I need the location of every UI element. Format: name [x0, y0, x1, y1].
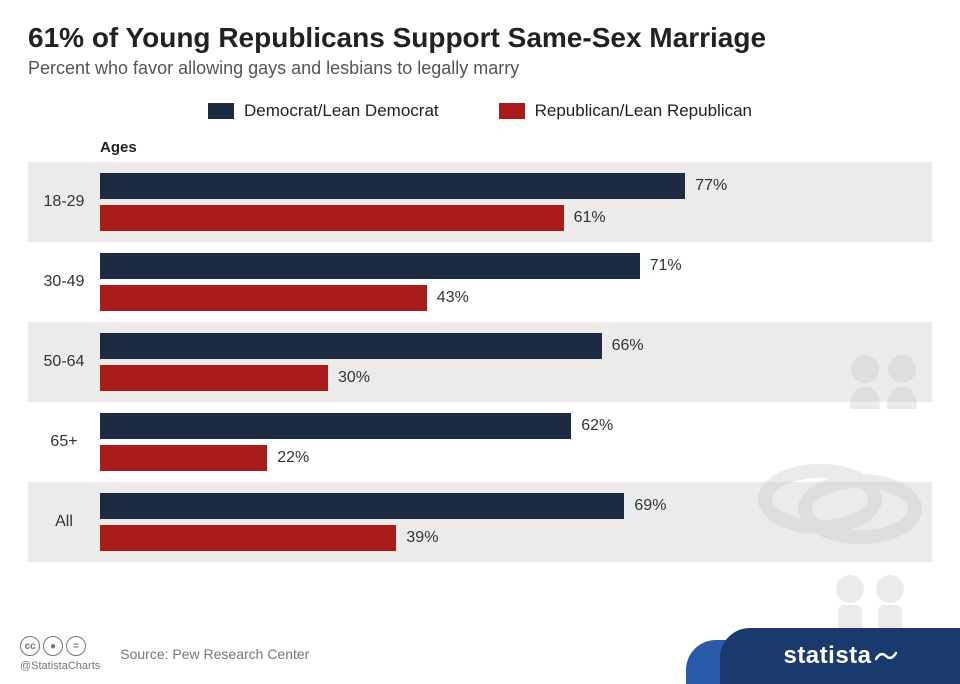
- bar-democrat: [100, 173, 685, 199]
- cc-icon: cc: [20, 636, 40, 656]
- percent-sign: %: [667, 257, 681, 275]
- chart-subtitle: Percent who favor allowing gays and lesb…: [28, 58, 932, 79]
- percent-sign: %: [629, 337, 643, 355]
- percent-sign: %: [713, 177, 727, 195]
- percent-sign: %: [599, 417, 613, 435]
- bar-value-label: 22: [277, 449, 295, 467]
- legend: Democrat/Lean Democrat Republican/Lean R…: [0, 87, 960, 139]
- bar-value-label: 43: [437, 289, 455, 307]
- axis-label: Ages: [100, 139, 932, 156]
- age-group-row: 18-2977%61%: [28, 162, 932, 242]
- bar-democrat: [100, 333, 602, 359]
- bar-row: 22%: [100, 445, 932, 471]
- license-block: cc ● = @StatistaCharts: [20, 636, 100, 672]
- bar-row: 71%: [100, 253, 932, 279]
- percent-sign: %: [356, 369, 370, 387]
- bar-value-label: 39: [406, 529, 424, 547]
- percent-sign: %: [591, 209, 605, 227]
- bar-value-label: 62: [581, 417, 599, 435]
- bar-row: 77%: [100, 173, 932, 199]
- age-group-row: 30-4971%43%: [28, 242, 932, 322]
- bars-container: 62%22%: [100, 403, 932, 481]
- bar-republican: [100, 205, 564, 231]
- bar-row: 30%: [100, 365, 932, 391]
- bar-democrat: [100, 413, 571, 439]
- bar-value-label: 69: [634, 497, 652, 515]
- age-group-row: 50-6466%30%: [28, 322, 932, 402]
- bar-row: 43%: [100, 285, 932, 311]
- legend-swatch-democrat: [208, 103, 234, 119]
- bar-democrat: [100, 253, 640, 279]
- percent-sign: %: [455, 289, 469, 307]
- percent-sign: %: [295, 449, 309, 467]
- bars-container: 66%30%: [100, 323, 932, 401]
- bar-row: 39%: [100, 525, 932, 551]
- bars-container: 71%43%: [100, 243, 932, 321]
- bar-democrat: [100, 493, 624, 519]
- statista-logo-text: statista: [783, 642, 871, 670]
- source-label: Source:: [120, 646, 168, 662]
- age-label: All: [28, 513, 100, 531]
- age-group-row: 65+62%22%: [28, 402, 932, 482]
- age-label: 65+: [28, 433, 100, 451]
- source-text: Source: Pew Research Center: [120, 646, 309, 662]
- bar-value-label: 77: [695, 177, 713, 195]
- legend-swatch-republican: [499, 103, 525, 119]
- nd-icon: =: [66, 636, 86, 656]
- legend-item-republican: Republican/Lean Republican: [499, 101, 752, 121]
- twitter-handle: @StatistaCharts: [20, 660, 100, 672]
- percent-sign: %: [652, 497, 666, 515]
- statista-badge: statista: [720, 628, 960, 684]
- legend-item-democrat: Democrat/Lean Democrat: [208, 101, 439, 121]
- bar-republican: [100, 365, 328, 391]
- by-icon: ●: [43, 636, 63, 656]
- bar-row: 66%: [100, 333, 932, 359]
- bar-row: 69%: [100, 493, 932, 519]
- bars-container: 77%61%: [100, 163, 932, 241]
- percent-sign: %: [424, 529, 438, 547]
- chart-area: Ages 18-2977%61%30-4971%43%50-6466%30%65…: [0, 139, 960, 562]
- statista-logo-icon: [875, 649, 897, 663]
- bar-row: 61%: [100, 205, 932, 231]
- chart-rows: 18-2977%61%30-4971%43%50-6466%30%65+62%2…: [28, 162, 932, 562]
- bar-value-label: 30: [338, 369, 356, 387]
- footer: cc ● = @StatistaCharts Source: Pew Resea…: [0, 624, 960, 684]
- age-label: 18-29: [28, 193, 100, 211]
- chart-header: 61% of Young Republicans Support Same-Se…: [0, 0, 960, 87]
- chart-title: 61% of Young Republicans Support Same-Se…: [28, 22, 932, 54]
- bars-container: 69%39%: [100, 483, 932, 561]
- age-label: 50-64: [28, 353, 100, 371]
- source-name: Pew Research Center: [172, 646, 309, 662]
- age-group-row: All69%39%: [28, 482, 932, 562]
- legend-label-republican: Republican/Lean Republican: [535, 101, 752, 121]
- bar-row: 62%: [100, 413, 932, 439]
- bar-value-label: 61: [574, 209, 592, 227]
- bar-republican: [100, 445, 267, 471]
- bar-value-label: 66: [612, 337, 630, 355]
- legend-label-democrat: Democrat/Lean Democrat: [244, 101, 439, 121]
- bar-republican: [100, 285, 427, 311]
- age-label: 30-49: [28, 273, 100, 291]
- cc-icons: cc ● =: [20, 636, 100, 656]
- bar-value-label: 71: [650, 257, 668, 275]
- bar-republican: [100, 525, 396, 551]
